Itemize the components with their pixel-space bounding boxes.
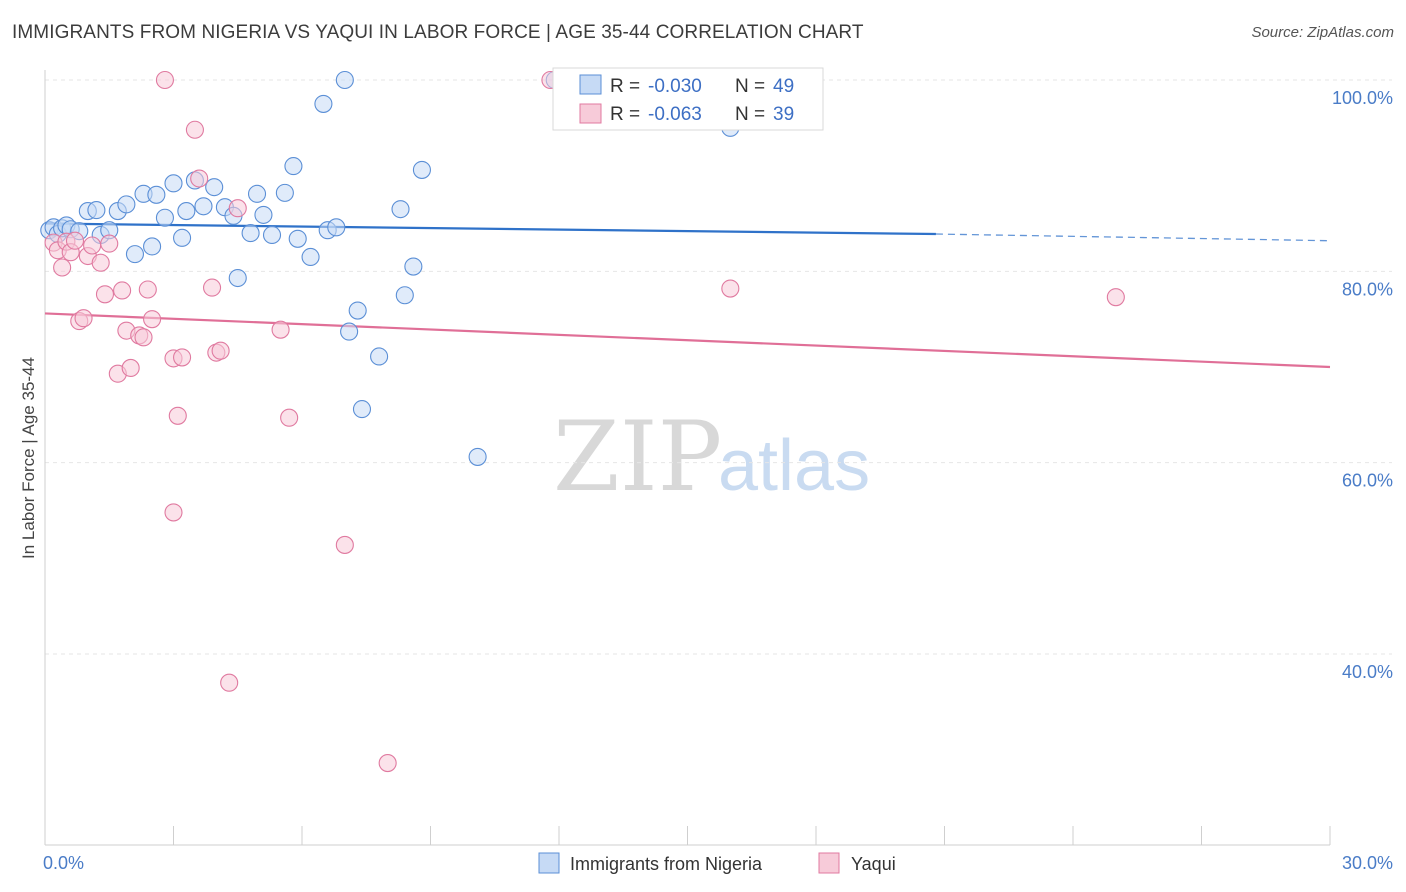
legend-swatch-nigeria — [579, 74, 602, 95]
chart-title: IMMIGRANTS FROM NIGERIA VS YAQUI IN LABO… — [12, 22, 864, 43]
point-nigeria-29 — [254, 205, 273, 224]
point-nigeria-23 — [205, 178, 224, 197]
trend-line-yaqui — [44, 312, 1331, 369]
point-yaqui-32 — [228, 199, 247, 218]
point-yaqui-25 — [173, 348, 192, 367]
point-nigeria-32 — [284, 157, 303, 176]
point-yaqui-12 — [100, 234, 119, 253]
trend-lines — [44, 222, 1331, 369]
point-nigeria-38 — [335, 70, 354, 90]
point-yaqui-27 — [190, 169, 209, 188]
point-yaqui-31 — [220, 673, 239, 692]
point-nigeria-13 — [125, 245, 144, 264]
legend-n-value-yaqui: 39 — [773, 104, 794, 125]
point-yaqui-24 — [168, 406, 187, 425]
point-nigeria-28 — [247, 184, 267, 203]
point-yaqui-23 — [164, 503, 183, 522]
point-yaqui-9 — [83, 236, 102, 255]
point-yaqui-18 — [134, 328, 153, 347]
point-yaqui-33 — [271, 320, 290, 339]
gridlines — [45, 79, 1392, 655]
point-yaqui-11 — [95, 285, 115, 304]
point-yaqui-2 — [53, 258, 72, 277]
point-nigeria-41 — [352, 400, 372, 419]
series-legend: Immigrants from Nigeria Yaqui — [538, 852, 896, 874]
point-nigeria-42 — [370, 347, 389, 366]
stats-legend: R = -0.030 N = 49 R = -0.063 N = 39 — [552, 67, 824, 131]
point-nigeria-44 — [395, 286, 414, 305]
point-yaqui-30 — [211, 341, 230, 360]
point-nigeria-19 — [173, 228, 192, 247]
point-yaqui-19 — [138, 280, 157, 299]
point-nigeria-16 — [147, 185, 166, 204]
point-nigeria-46 — [412, 160, 431, 179]
point-nigeria-34 — [301, 247, 320, 267]
point-yaqui-14 — [113, 281, 132, 300]
legend-r-value-yaqui: -0.063 — [648, 104, 702, 125]
bottom-legend-swatch-yaqui — [818, 852, 840, 874]
point-nigeria-33 — [288, 229, 307, 248]
y-tick-label-80: 80.0% — [1342, 279, 1393, 299]
point-nigeria-35 — [314, 94, 333, 113]
point-yaqui-21 — [155, 70, 174, 90]
legend-r-label-yaqui: R = — [610, 104, 640, 125]
legend-n-label-yaqui: N = — [735, 104, 765, 125]
y-axis-label: In Labor Force | Age 35-44 — [19, 357, 38, 559]
y-tick-label-100: 100.0% — [1332, 88, 1393, 108]
source-label: Source: ZipAtlas.com — [1251, 24, 1394, 41]
legend-n-value-nigeria: 49 — [773, 76, 794, 97]
point-yaqui-28 — [203, 278, 222, 297]
y-tick-label-40: 40.0% — [1342, 662, 1393, 682]
point-nigeria-45 — [404, 257, 423, 276]
point-yaqui-5 — [65, 231, 85, 250]
point-nigeria-17 — [155, 208, 174, 227]
point-nigeria-8 — [87, 201, 106, 220]
point-nigeria-40 — [348, 301, 367, 320]
point-yaqui-20 — [143, 310, 162, 329]
point-nigeria-39 — [340, 322, 359, 341]
y-tick-label-60: 60.0% — [1342, 471, 1393, 491]
legend-swatch-yaqui — [579, 103, 602, 124]
point-yaqui-7 — [74, 309, 93, 328]
x-tick-label-0: 0.0% — [43, 853, 84, 873]
point-nigeria-18 — [164, 174, 183, 193]
tick-labels: 100.0% 80.0% 60.0% 40.0% 0.0% 30.0% — [43, 88, 1393, 873]
point-nigeria-20 — [177, 202, 196, 221]
legend-n-label-nigeria: N = — [735, 76, 765, 97]
point-nigeria-37 — [327, 218, 346, 237]
point-nigeria-47 — [468, 447, 487, 466]
point-nigeria-43 — [391, 200, 410, 219]
point-nigeria-27 — [241, 224, 260, 243]
bottom-legend-swatch-nigeria — [538, 852, 560, 874]
point-yaqui-39 — [1106, 288, 1125, 307]
bottom-legend-label-yaqui: Yaqui — [851, 854, 896, 874]
axes — [44, 70, 1331, 846]
point-nigeria-26 — [228, 268, 247, 288]
legend-r-value-nigeria: -0.030 — [648, 76, 702, 97]
point-yaqui-38 — [721, 279, 740, 298]
point-yaqui-34 — [280, 408, 299, 427]
point-yaqui-16 — [121, 358, 140, 378]
point-nigeria-31 — [275, 183, 294, 202]
watermark-zip: ZIP — [553, 401, 722, 513]
point-yaqui-35 — [335, 535, 354, 554]
watermark-atlas: atlas — [718, 426, 870, 506]
point-nigeria-15 — [143, 237, 162, 256]
point-nigeria-22 — [194, 197, 213, 216]
point-nigeria-30 — [262, 225, 282, 245]
point-yaqui-10 — [91, 253, 110, 272]
legend-r-label-nigeria: R = — [610, 76, 640, 97]
x-tick-label-30: 30.0% — [1342, 853, 1393, 873]
bottom-legend-label-nigeria: Immigrants from Nigeria — [570, 854, 763, 874]
point-yaqui-26 — [185, 120, 204, 139]
point-yaqui-36 — [378, 754, 397, 773]
trend-line-nigeria — [44, 222, 936, 236]
trend-line-extension-nigeria — [935, 233, 1331, 242]
point-nigeria-12 — [117, 195, 136, 214]
